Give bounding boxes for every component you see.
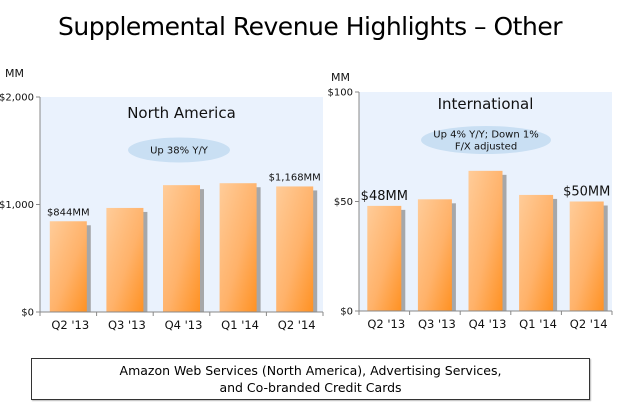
intl-bar-2 [468, 170, 503, 311]
intl-callout-oval [421, 126, 551, 154]
na-callout-text: Up 38% Y/Y [150, 146, 209, 157]
na-panel-title: North America [127, 104, 236, 122]
na-category-label: Q4 '13 [165, 318, 203, 332]
intl-category-label: Q1 '14 [519, 317, 557, 331]
footer-line-1: Amazon Web Services (North America), Adv… [119, 363, 502, 378]
intl-category-label: Q3 '13 [418, 317, 456, 331]
na-category-label: Q2 '13 [51, 318, 89, 332]
intl-category-label: Q2 '14 [570, 317, 608, 331]
north-america-chart: MM North America Up 38% Y/Y Q2 '13 Q3 '13 Q4 … [0, 67, 324, 332]
intl-bar-1 [417, 199, 452, 311]
na-bar-0 [49, 221, 87, 312]
intl-bar-3 [519, 194, 554, 311]
na-unit-label: MM [5, 67, 24, 80]
na-data-label: $1,168MM [269, 172, 321, 183]
intl-bar-0 [367, 205, 402, 311]
intl-unit-label: MM [331, 71, 350, 84]
na-category-label: Q3 '13 [108, 318, 146, 332]
intl-callout-text: Up 4% Y/Y; Down 1% [433, 130, 538, 141]
na-data-label: $844MM [47, 207, 90, 218]
na-y-tick-label: $0 [21, 308, 34, 319]
intl-bar-4 [569, 201, 604, 311]
international-chart: MM International Up 4% Y/Y; Down 1%F/X adj… [328, 71, 613, 331]
intl-category-label: Q2 '13 [367, 317, 405, 331]
intl-y-tick-label: $0 [340, 307, 353, 318]
intl-callout-text: F/X adjusted [455, 142, 517, 153]
na-bar-4 [276, 186, 314, 312]
intl-y-tick-label: $100 [328, 88, 353, 99]
na-bar-3 [219, 183, 257, 312]
na-category-label: Q1 '14 [221, 318, 259, 332]
na-category-label: Q2 '14 [278, 318, 316, 332]
na-bar-1 [106, 207, 144, 312]
na-bar-2 [163, 185, 200, 312]
intl-y-tick-label: $50 [334, 197, 353, 208]
intl-category-label: Q4 '13 [469, 317, 507, 331]
na-y-tick-label: $1,000 [0, 200, 34, 211]
slide-title: Supplemental Revenue Highlights – Other [58, 12, 562, 41]
na-y-tick-label: $2,000 [0, 93, 34, 104]
intl-panel-title: International [438, 95, 534, 113]
footer-line-2: and Co-branded Credit Cards [219, 380, 402, 395]
na-callout-oval [128, 137, 230, 163]
intl-data-label: $48MM [361, 189, 408, 204]
intl-data-label: $50MM [563, 185, 610, 200]
footer-note-box: Amazon Web Services (North America), Adv… [31, 358, 590, 400]
